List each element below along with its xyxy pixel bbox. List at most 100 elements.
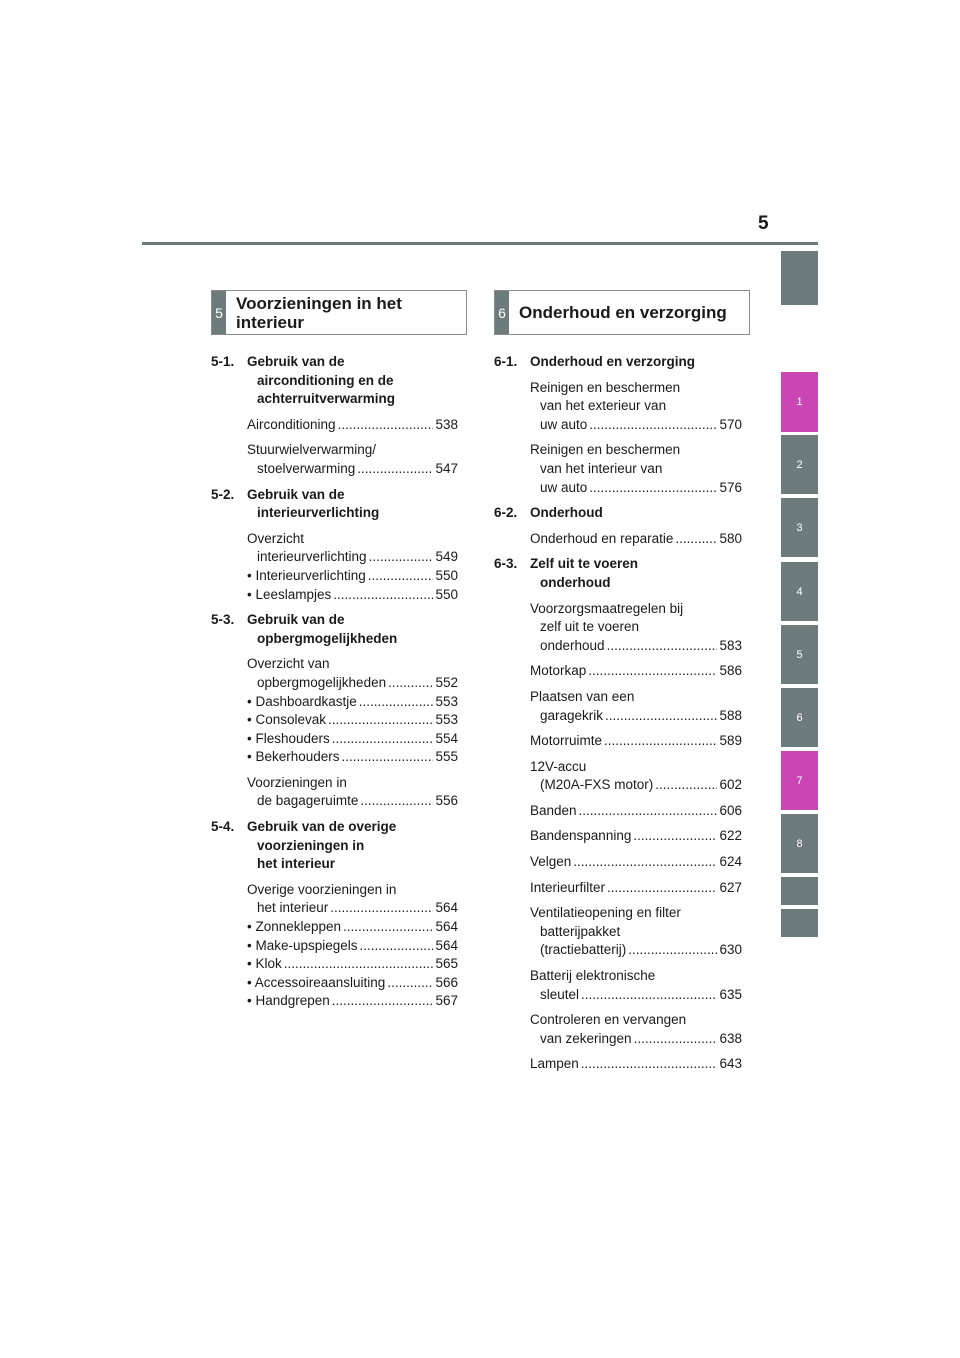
- toc-subentry[interactable]: • Zonnekleppen 564: [211, 918, 458, 937]
- dot-leader: [328, 711, 433, 730]
- toc-entry[interactable]: Overige voorzieningen in het interieur 564: [211, 881, 458, 918]
- page-ref: 538: [435, 416, 458, 432]
- toc-entry[interactable]: Velgen 624: [494, 853, 742, 872]
- toc-entry-line: uw auto 570: [530, 416, 742, 435]
- side-tab-blank[interactable]: [781, 877, 818, 905]
- chapter-heading: 5-1. Gebruik van de airconditioning en de a…: [211, 353, 458, 409]
- toc-subentry[interactable]: • Handgrepen 567: [211, 992, 458, 1011]
- chapter-number: 6-3.: [494, 556, 518, 572]
- dot-leader: [333, 586, 433, 605]
- toc-entry[interactable]: Motorruimte 589: [494, 732, 742, 751]
- toc-entry-text: Overzicht van: [247, 656, 330, 672]
- toc-entry-text: van zekeringen: [540, 1030, 632, 1046]
- side-tab-2[interactable]: 2: [781, 435, 818, 494]
- side-tab-8[interactable]: 8: [781, 814, 818, 873]
- chapter-number: 6-1.: [494, 354, 518, 369]
- toc-entry-line: Lampen 643: [530, 1055, 742, 1074]
- toc-subentry[interactable]: • Interieurverlichting 550: [211, 567, 458, 586]
- page-ref: 606: [719, 802, 742, 818]
- page-ref: 622: [719, 828, 742, 844]
- chapter-title-line: Gebruik van de: [247, 612, 345, 628]
- dot-leader: [607, 637, 718, 656]
- toc-entry-text: Onderhoud en reparatie: [530, 530, 674, 546]
- toc-entry[interactable]: Onderhoud en reparatie 580: [494, 530, 742, 549]
- toc-subentry[interactable]: • Accessoireaansluiting 566: [211, 974, 458, 993]
- toc-subentry[interactable]: • Fleshouders 554: [211, 730, 458, 749]
- side-tab-4[interactable]: 4: [781, 562, 818, 621]
- toc-entry[interactable]: Bandenspanning 622: [494, 827, 742, 846]
- toc-entry-line: 12V-accu: [530, 758, 742, 777]
- toc-entry-line: van zekeringen 638: [530, 1030, 742, 1049]
- toc-entry[interactable]: Overzicht van opbergmogelijkheden 552: [211, 655, 458, 692]
- toc-entry-line: Motorkap 586: [530, 662, 742, 681]
- toc-entry-text: Plaatsen van een: [530, 688, 635, 704]
- dot-leader: [628, 941, 717, 960]
- side-tab-6[interactable]: 6: [781, 688, 818, 747]
- dot-leader: [284, 955, 434, 974]
- page-ref: 602: [719, 777, 742, 793]
- side-tab-5[interactable]: 5: [781, 625, 818, 684]
- toc-entry-line: • Bekerhouders 555: [247, 748, 458, 767]
- page-ref: 630: [719, 942, 742, 958]
- toc-entry[interactable]: Batterij elektronische sleutel 635: [494, 967, 742, 1004]
- dot-leader: [588, 662, 717, 681]
- toc-entry-line: Ventilatieopening en filter: [530, 904, 742, 923]
- chapter-title-line: voorzieningen in: [257, 837, 365, 853]
- toc-entry[interactable]: Voorzorgsmaatregelen bij zelf uit te voer…: [494, 600, 742, 656]
- toc-entry-text: Lampen: [530, 1056, 579, 1072]
- toc-entry-text: van het interieur van: [540, 460, 663, 476]
- toc-subentry[interactable]: • Dashboardkastje 553: [211, 693, 458, 712]
- side-tab-1[interactable]: 1: [781, 372, 818, 432]
- toc-subentry[interactable]: • Consolevak 553: [211, 711, 458, 730]
- toc-entry-line: Airconditioning 538: [247, 416, 458, 435]
- toc-entry-text: Controleren en vervangen: [530, 1012, 687, 1028]
- page-ref: 549: [435, 549, 458, 565]
- side-tab-blank[interactable]: [781, 251, 818, 305]
- toc-entry[interactable]: Plaatsen van een garagekrik 588: [494, 688, 742, 725]
- toc-entry[interactable]: Overzicht interieurverlichting 549: [211, 530, 458, 567]
- toc-entry-text: Bandenspanning: [530, 828, 632, 844]
- page-ref: 553: [435, 712, 458, 728]
- page-ref: 550: [435, 586, 458, 602]
- side-tab-3[interactable]: 3: [781, 498, 818, 557]
- toc-entry[interactable]: Interieurfilter 627: [494, 879, 742, 898]
- toc-entry-text: opbergmogelijkheden: [257, 674, 387, 690]
- toc-entry[interactable]: Controleren en vervangen van zekeringen 63…: [494, 1011, 742, 1048]
- chapter-heading: 6-2. Onderhoud: [494, 504, 742, 523]
- side-tab-7[interactable]: 7: [781, 751, 818, 810]
- page-ref: 564: [435, 919, 458, 935]
- toc-entry[interactable]: Motorkap 586: [494, 662, 742, 681]
- toc-subentry[interactable]: • Klok 565: [211, 955, 458, 974]
- toc-entry-text: Banden: [530, 802, 577, 818]
- toc-entry[interactable]: Stuurwielverwarming/stoelverwarming 547: [211, 441, 458, 478]
- page-ref: 567: [435, 993, 458, 1009]
- toc-entry[interactable]: Reinigen en beschermen van het exterieur …: [494, 379, 742, 435]
- toc-subentry[interactable]: • Make-upspiegels 564: [211, 937, 458, 956]
- toc-entry[interactable]: Reinigen en beschermen van het interieur …: [494, 441, 742, 497]
- toc-subentry[interactable]: • Bekerhouders 555: [211, 748, 458, 767]
- toc-entry[interactable]: Voorzieningen in de bagageruimte 556: [211, 774, 458, 811]
- toc-entry-text: • Klok: [247, 956, 282, 972]
- toc-entry[interactable]: Lampen 643: [494, 1055, 742, 1074]
- page-ref: 627: [719, 879, 742, 895]
- toc-column-5: 5-1. Gebruik van de airconditioning en de a…: [211, 353, 458, 1018]
- toc-entry-line: Velgen 624: [530, 853, 742, 872]
- side-tab-blank[interactable]: [781, 909, 818, 937]
- chapter-title-line: het interieur: [257, 856, 336, 872]
- dot-leader: [368, 567, 434, 586]
- toc-entry[interactable]: Ventilatieopening en filter batterijpakke…: [494, 904, 742, 960]
- toc-entry-text: Motorkap: [530, 663, 587, 679]
- toc-entry-line: • Handgrepen 567: [247, 992, 458, 1011]
- toc-entry-line: Voorzieningen in: [247, 774, 458, 793]
- dot-leader: [655, 776, 717, 795]
- toc-entry-line: batterijpakket: [530, 923, 742, 942]
- toc-entry[interactable]: 12V-accu (M20A-FXS motor) 602: [494, 758, 742, 795]
- page-ref: 554: [435, 730, 458, 746]
- page-ref: 589: [719, 733, 742, 749]
- dot-leader: [360, 937, 434, 956]
- toc-entry-text: • Leeslampjes: [247, 586, 332, 602]
- chapter-title: Gebruik van de overige voorzieningen in he…: [247, 818, 458, 874]
- toc-entry[interactable]: Airconditioning 538: [211, 416, 458, 435]
- toc-entry[interactable]: Banden 606: [494, 802, 742, 821]
- toc-subentry[interactable]: • Leeslampjes 550: [211, 586, 458, 605]
